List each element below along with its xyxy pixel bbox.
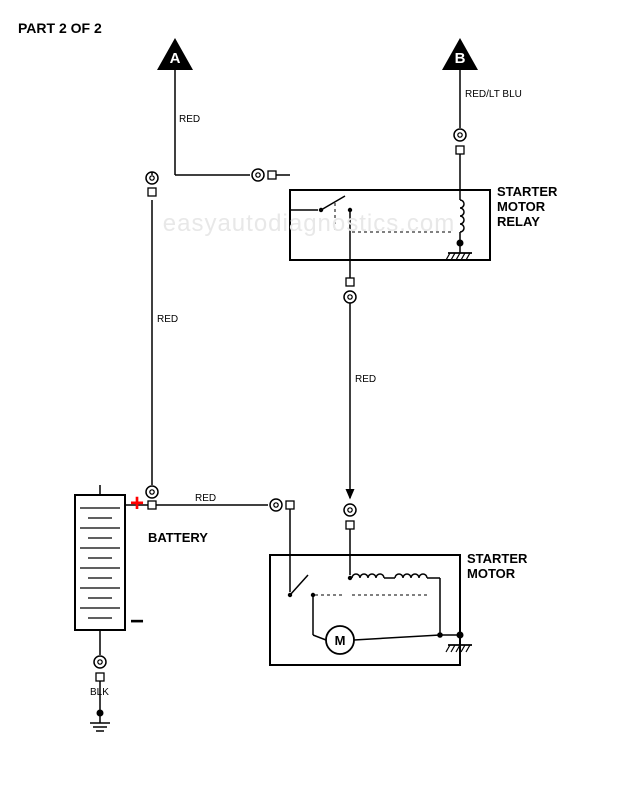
starter-label: STARTER MOTOR	[467, 552, 527, 582]
wire-label-batt-starter: RED	[195, 493, 216, 504]
battery-label: BATTERY	[148, 530, 208, 545]
page-title: PART 2 OF 2	[18, 20, 102, 36]
svg-text:B: B	[455, 50, 466, 67]
starter-motor-box: M	[270, 555, 460, 665]
marker-B: B	[442, 38, 478, 70]
wire-label-batt-gnd: BLK	[90, 687, 109, 698]
battery-symbol	[75, 485, 125, 630]
battery-neg: −	[130, 608, 144, 636]
relay-label: STARTER MOTOR RELAY	[497, 185, 557, 230]
wire-label-B: RED/LT BLU	[465, 89, 522, 100]
wire-label-batt-vert: RED	[157, 314, 178, 325]
wire-label-relay-starter: RED	[355, 374, 376, 385]
svg-text:M: M	[335, 633, 346, 648]
starter-relay-box	[290, 190, 490, 260]
battery-pos: +	[130, 490, 144, 518]
wire-label-A: RED	[179, 114, 200, 125]
diagram-stage: PART 2 OF 2 easyautodiagnostics.com	[0, 0, 618, 800]
wiring-svg: A B	[0, 0, 618, 800]
marker-A: A	[157, 38, 193, 70]
svg-text:A: A	[170, 50, 181, 67]
